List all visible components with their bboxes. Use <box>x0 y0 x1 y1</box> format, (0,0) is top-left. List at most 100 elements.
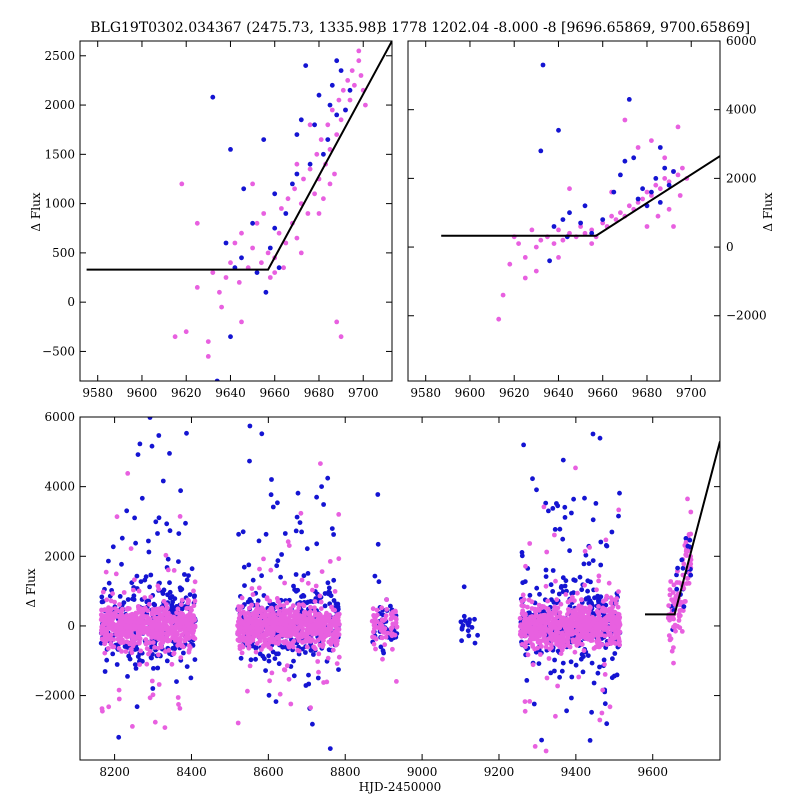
data-point-pink <box>130 724 135 729</box>
data-point <box>338 68 344 73</box>
data-point <box>622 117 628 123</box>
data-point-pink <box>276 628 281 633</box>
data-point <box>338 334 344 340</box>
data-point <box>303 63 309 68</box>
data-point-pink <box>99 607 104 613</box>
x-tick-label: 9620 <box>171 386 202 400</box>
data-point <box>670 590 676 595</box>
data-point-pink <box>607 617 613 623</box>
data-point-blue <box>585 588 590 594</box>
data-point <box>307 166 313 172</box>
data-point-blue <box>609 529 615 535</box>
data-point-pink <box>573 465 578 471</box>
data-point-pink <box>238 629 244 635</box>
data-point-pink <box>319 569 325 574</box>
data-point-pink <box>557 625 563 631</box>
data-point-pink <box>247 626 253 632</box>
data-point-blue <box>569 695 574 701</box>
data-point-pink <box>109 636 114 642</box>
data-point <box>684 553 689 558</box>
data-point-pink <box>382 642 388 648</box>
data-point-blue <box>569 510 574 516</box>
data-point <box>332 171 337 177</box>
data-point <box>655 213 661 219</box>
data-point-pink <box>164 627 170 632</box>
data-point-pink <box>106 704 112 710</box>
data-point-blue <box>604 721 610 727</box>
data-point-pink <box>146 651 151 657</box>
x-tick-label: 9000 <box>407 765 438 779</box>
data-point <box>680 165 685 171</box>
data-point-pink <box>541 504 547 510</box>
data-point-pink <box>581 648 587 653</box>
data-point <box>683 536 689 541</box>
data-point-blue <box>331 532 336 537</box>
data-point-pink <box>258 614 264 620</box>
data-point-blue <box>461 584 467 590</box>
data-point-pink <box>262 639 268 644</box>
data-point-pink <box>239 595 245 601</box>
data-point <box>214 378 220 381</box>
data-point <box>681 561 687 567</box>
data-point-blue <box>121 600 127 605</box>
data-point <box>666 206 672 212</box>
x-tick-label: 8400 <box>176 765 207 779</box>
data-point-blue <box>176 531 182 536</box>
data-point-pink <box>100 589 106 595</box>
data-point-pink <box>184 606 190 611</box>
data-point-pink <box>235 623 241 628</box>
data-point-pink <box>556 641 562 647</box>
data-point-pink <box>389 625 394 631</box>
data-point-pink <box>553 578 558 584</box>
data-point-pink <box>582 605 588 611</box>
data-point-pink <box>282 640 287 646</box>
data-point-blue <box>617 490 622 496</box>
data-point <box>582 230 588 236</box>
data-point-pink <box>277 608 282 614</box>
data-point-pink <box>546 616 552 622</box>
data-point-blue <box>240 529 246 535</box>
data-point-pink <box>390 621 396 627</box>
x-tick-label: 9700 <box>348 386 379 400</box>
panel-title-right: 3 1778 1202.04 -8.000 -8 [9696.65869, 97… <box>378 20 750 36</box>
x-tick-label: 9600 <box>127 386 158 400</box>
data-point-pink <box>372 620 378 625</box>
data-point-blue <box>322 603 328 609</box>
data-point-pink <box>238 610 244 616</box>
model-line <box>645 441 720 616</box>
data-point-blue <box>181 650 186 656</box>
data-point <box>294 171 300 177</box>
data-point-blue <box>291 673 297 679</box>
data-point-blue <box>310 721 315 727</box>
data-point <box>172 334 178 340</box>
data-point-pink <box>191 623 197 629</box>
data-point-blue <box>585 653 591 658</box>
data-point <box>194 285 200 290</box>
data-point-blue <box>236 531 242 537</box>
data-point-pink <box>140 620 146 626</box>
data-point <box>644 224 650 229</box>
data-point-blue <box>104 657 110 663</box>
data-point-blue <box>188 675 194 681</box>
data-point <box>675 124 681 130</box>
data-point-pink <box>587 545 592 550</box>
data-point-blue <box>247 406 252 411</box>
data-point-blue <box>146 538 151 544</box>
data-point <box>298 117 304 123</box>
data-point-pink <box>544 640 549 646</box>
data-point-pink <box>529 606 535 611</box>
data-point <box>283 211 289 216</box>
data-point-pink <box>260 607 266 613</box>
data-point-pink <box>373 646 378 652</box>
data-point <box>205 354 211 359</box>
data-point-pink <box>171 651 177 657</box>
data-point-blue <box>158 411 163 416</box>
data-point-blue <box>558 585 564 590</box>
data-point-blue <box>552 527 558 532</box>
data-point-pink <box>394 624 400 630</box>
data-point-pink <box>142 595 148 600</box>
data-point-pink <box>327 612 332 618</box>
data-point-pink <box>264 617 270 622</box>
data-point-pink <box>595 633 600 639</box>
data-point-pink <box>178 602 184 607</box>
